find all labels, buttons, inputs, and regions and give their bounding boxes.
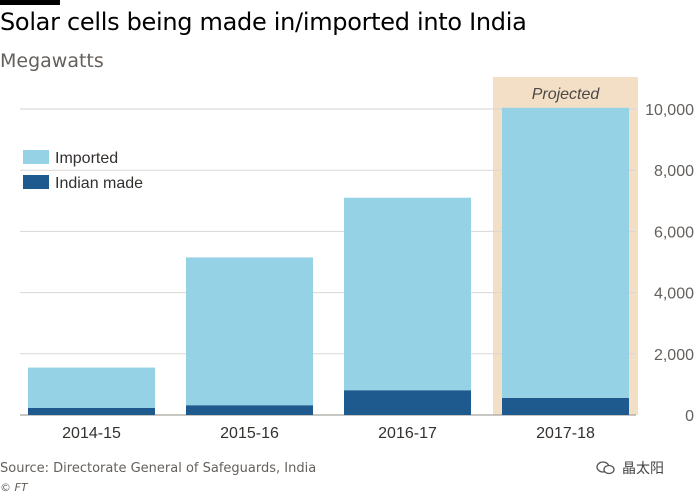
y-tick-label: 0 <box>685 408 694 425</box>
x-tick-label: 2014-15 <box>62 425 121 442</box>
x-tick-label: 2015-16 <box>220 425 279 442</box>
bar-imported <box>186 257 313 406</box>
projected-label: Projected <box>532 86 601 103</box>
bar-indian-made <box>502 397 629 415</box>
wechat-icon <box>596 461 615 475</box>
chart-title: Solar cells being made in/imported into … <box>0 8 527 36</box>
watermark: 晶太阳 <box>596 458 664 478</box>
y-tick-label: 10,000 <box>645 102 694 119</box>
x-tick-label: 2016-17 <box>378 425 437 442</box>
bar-imported <box>28 367 155 408</box>
bar-indian-made <box>344 390 471 415</box>
bar-indian-made <box>186 405 313 415</box>
chart-area: Projected 0 2,000 4,000 6,000 8,000 10,000 2014… <box>20 77 694 442</box>
legend-swatch-indian-made <box>23 175 49 189</box>
legend-swatch-imported <box>23 150 49 164</box>
ft-top-bar <box>0 0 60 5</box>
y-tick-label: 8,000 <box>654 163 694 180</box>
legend-label: Imported <box>55 150 118 167</box>
y-tick-label: 4,000 <box>654 286 694 303</box>
watermark-text: 晶太阳 <box>622 461 664 477</box>
bar-imported <box>344 197 471 391</box>
chart-subtitle: Megawatts <box>0 50 104 72</box>
x-tick-label: 2017-18 <box>536 425 595 442</box>
ft-credit: © FT <box>0 481 28 494</box>
bar-imported <box>502 107 629 398</box>
y-tick-label: 6,000 <box>654 224 694 241</box>
bar-indian-made <box>28 407 155 415</box>
legend-label: Indian made <box>55 175 143 192</box>
source-note: Source: Directorate General of Safeguard… <box>0 461 317 476</box>
y-tick-label: 2,000 <box>654 347 694 364</box>
